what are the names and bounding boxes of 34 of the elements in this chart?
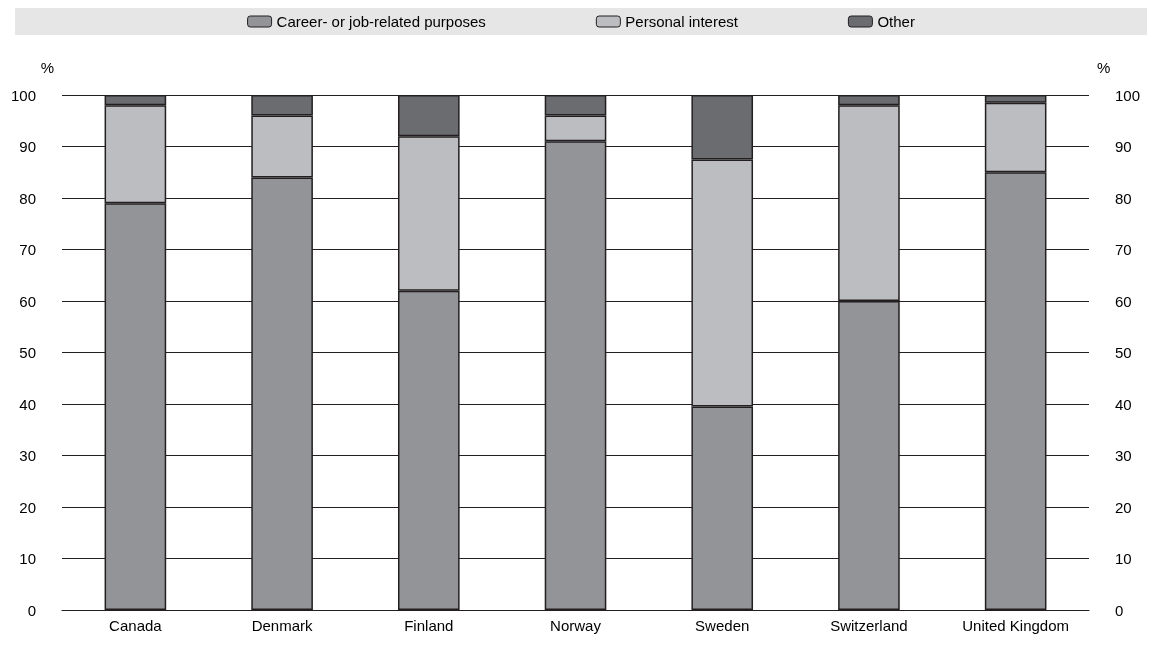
y-tick-label: 90	[19, 138, 37, 155]
legend-label: Other	[877, 13, 915, 30]
y2-tick-label: 90	[1115, 138, 1132, 155]
y2-tick-label: 80	[1115, 189, 1132, 207]
y2-tick-label: 20	[1115, 498, 1132, 516]
x-tick-label: Canada	[109, 617, 163, 634]
y2-tick-label: 40	[1115, 395, 1132, 413]
y-tick-label: 20	[19, 498, 37, 516]
x-tick-label: Denmark	[251, 617, 314, 634]
y2-tick-label: 30	[1115, 447, 1132, 464]
y-tick-label: 30	[19, 447, 37, 464]
legend-label: Personal interest	[625, 13, 739, 30]
y-tick-label: 80	[19, 189, 37, 207]
y2-tick-label: 10	[1115, 550, 1132, 567]
y2-tick-label: 70	[1115, 241, 1132, 258]
y-tick-label: 70	[19, 241, 37, 258]
y-axis-title: %	[40, 59, 55, 76]
x-tick-label: Norway	[550, 617, 602, 634]
y2-tick-label: 60	[1115, 292, 1132, 310]
y2-axis-title: %	[1097, 59, 1111, 76]
x-tick-label: United Kingdom	[962, 617, 1070, 634]
y-tick-label: 50	[19, 344, 37, 361]
y-tick-label: 100	[11, 86, 37, 104]
y-tick-label: 0	[27, 601, 37, 619]
x-tick-label: Switzerland	[830, 617, 908, 634]
y-tick-label: 40	[19, 395, 37, 413]
y2-tick-label: 50	[1115, 344, 1132, 361]
y2-tick-label: 0	[1115, 601, 1124, 619]
x-tick-label: Sweden	[695, 617, 750, 634]
legend-label: Career- or job-related purposes	[276, 13, 486, 30]
x-tick-label: Finland	[404, 617, 454, 634]
y-tick-label: 60	[19, 292, 37, 310]
y2-tick-label: 100	[1115, 86, 1141, 104]
y-tick-label: 10	[19, 550, 37, 567]
